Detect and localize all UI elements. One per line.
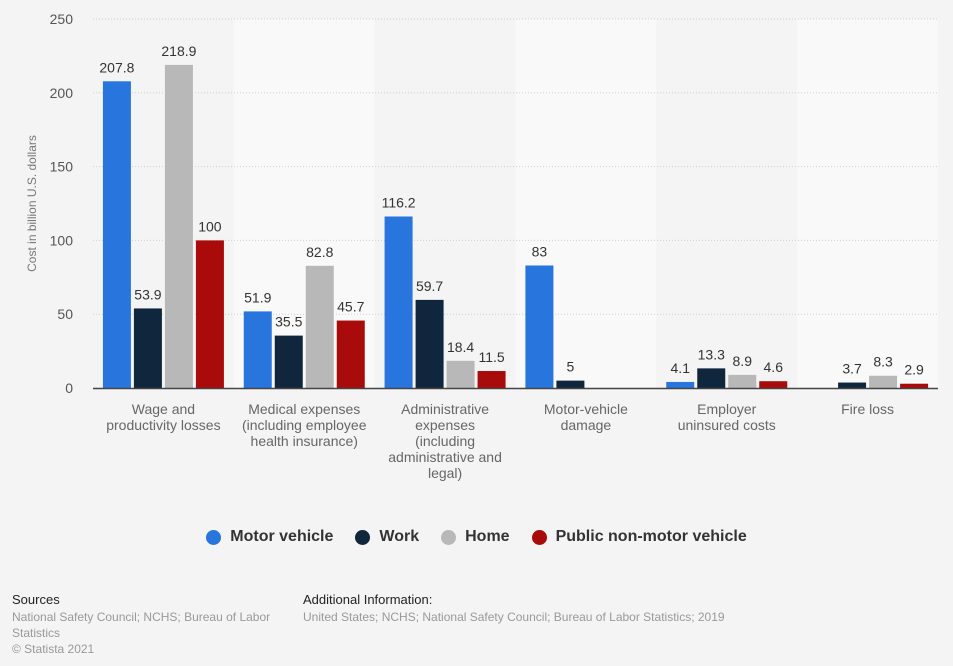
x-category-label: Medical expenses (including employee healt… bbox=[242, 401, 367, 449]
data-label: 8.9 bbox=[733, 353, 753, 369]
bar bbox=[869, 375, 898, 388]
x-category-label-line: Fire loss bbox=[841, 401, 894, 417]
bar bbox=[477, 371, 506, 388]
data-label: 51.9 bbox=[244, 289, 271, 305]
bar bbox=[838, 382, 867, 388]
bar bbox=[728, 374, 757, 388]
legend-item-motor-vehicle[interactable]: Motor vehicle bbox=[206, 528, 333, 546]
data-labels: 207.8 53.9 218.9 100 51.935.5 82.8 45.7 116.2 59… bbox=[99, 43, 924, 378]
legend-item-home[interactable]: Home bbox=[441, 528, 510, 546]
bar bbox=[195, 240, 224, 388]
y-tick-label: 200 bbox=[50, 85, 74, 101]
info-title: Additional Information: bbox=[303, 592, 433, 607]
y-tick-label: 250 bbox=[50, 11, 74, 27]
bars bbox=[102, 64, 929, 389]
data-label: 35.5 bbox=[275, 314, 302, 330]
bar bbox=[336, 320, 365, 388]
y-tick-label: 50 bbox=[57, 306, 73, 322]
y-tick-label: 150 bbox=[50, 159, 74, 175]
x-axis-categories: Wage and productivity losses Medical expen… bbox=[106, 401, 894, 481]
bar bbox=[697, 368, 726, 388]
x-category-label-line: (including bbox=[415, 433, 475, 449]
info-text: United States; NCHS; National Safety Cou… bbox=[303, 610, 725, 624]
bar bbox=[759, 381, 788, 388]
legend-dot-icon bbox=[355, 529, 371, 545]
data-label: 83 bbox=[532, 243, 548, 259]
x-category-label: Employer uninsured costs bbox=[678, 401, 776, 433]
legend-item-work[interactable]: Work bbox=[355, 528, 419, 546]
data-label: 3.7 bbox=[842, 361, 862, 377]
category-bands bbox=[93, 19, 938, 388]
x-category-label-line: Wage and bbox=[132, 401, 195, 417]
legend-dot-icon bbox=[206, 529, 222, 545]
footer-sources: Sources National Safety Council; NCHS; B… bbox=[12, 592, 302, 657]
legend-label: Motor vehicle bbox=[230, 528, 334, 545]
bar bbox=[305, 265, 334, 388]
category-band bbox=[656, 19, 798, 388]
data-label: 5 bbox=[567, 359, 575, 375]
category-band bbox=[797, 19, 938, 388]
x-category-label: Wage and productivity losses bbox=[106, 401, 220, 433]
y-tick-label: 0 bbox=[65, 380, 73, 396]
x-category-label: Administrative expenses (including administ… bbox=[388, 401, 502, 481]
data-label: 2.9 bbox=[904, 362, 924, 378]
data-label: 4.1 bbox=[671, 360, 691, 376]
bar bbox=[102, 81, 131, 388]
sources-text[interactable]: National Safety Council; NCHS; Bureau of… bbox=[12, 610, 271, 640]
copyright[interactable]: © Statista 2021 bbox=[12, 642, 95, 656]
footer-additional-info: Additional Information: United States; N… bbox=[303, 592, 943, 625]
x-category-label-line: Employer bbox=[697, 401, 756, 417]
data-label: 207.8 bbox=[99, 59, 134, 75]
data-label: 59.7 bbox=[416, 278, 443, 294]
bar bbox=[415, 299, 444, 388]
legend-label: Home bbox=[465, 528, 510, 545]
x-category-label-line: Medical expenses bbox=[248, 401, 360, 417]
bar bbox=[243, 311, 272, 388]
bar bbox=[556, 380, 585, 388]
x-category-label-line: expenses bbox=[415, 417, 475, 433]
x-category-label-line: health insurance) bbox=[251, 433, 358, 449]
legend-label: Public non-motor vehicle bbox=[555, 528, 747, 545]
legend-item-public-non-motor-vehicle[interactable]: Public non-motor vehicle bbox=[531, 528, 747, 546]
x-category-label-line: uninsured costs bbox=[678, 417, 776, 433]
x-category-label-line: productivity losses bbox=[106, 417, 220, 433]
y-axis-ticks: 0 50 100 150 200 250 bbox=[50, 11, 74, 396]
x-category-label: Fire loss bbox=[841, 401, 894, 417]
bar bbox=[164, 64, 193, 389]
bar bbox=[384, 216, 413, 388]
x-category-label-line: Motor-vehicle bbox=[544, 401, 628, 417]
data-label: 116.2 bbox=[382, 194, 416, 210]
legend-dot-icon bbox=[531, 529, 547, 545]
x-category-label: Motor-vehicle damage bbox=[544, 401, 628, 433]
sources-title: Sources bbox=[12, 592, 60, 607]
x-category-label-line: Administrative bbox=[401, 401, 489, 417]
x-category-label-line: (including employee bbox=[242, 417, 367, 433]
x-category-label-line: legal) bbox=[428, 465, 462, 481]
data-label: 4.6 bbox=[764, 359, 784, 375]
data-label: 53.9 bbox=[134, 286, 161, 302]
bar bbox=[133, 308, 162, 388]
data-label: 45.7 bbox=[337, 299, 364, 315]
legend: Motor vehicle Work Home Public non-motor… bbox=[0, 528, 953, 546]
data-label: 18.4 bbox=[447, 339, 474, 355]
bar bbox=[446, 360, 475, 388]
data-label: 11.5 bbox=[478, 349, 504, 365]
legend-dot-icon bbox=[441, 529, 457, 545]
y-axis-label: Cost in billion U.S. dollars bbox=[25, 135, 39, 272]
bar bbox=[525, 265, 554, 388]
x-category-label-line: damage bbox=[561, 417, 612, 433]
data-label: 218.9 bbox=[161, 43, 196, 59]
bar bbox=[900, 383, 929, 388]
bar bbox=[666, 381, 695, 388]
bar-chart: 0 50 100 150 200 250 Cost in billion U.S. dol… bbox=[25, 11, 938, 481]
data-label: 100 bbox=[198, 218, 222, 234]
legend-label: Work bbox=[379, 528, 420, 545]
bar bbox=[274, 335, 303, 388]
data-label: 82.8 bbox=[306, 244, 333, 260]
data-label: 8.3 bbox=[873, 354, 893, 370]
data-label: 13.3 bbox=[698, 346, 725, 362]
y-tick-label: 100 bbox=[50, 232, 74, 248]
x-category-label-line: administrative and bbox=[388, 449, 502, 465]
